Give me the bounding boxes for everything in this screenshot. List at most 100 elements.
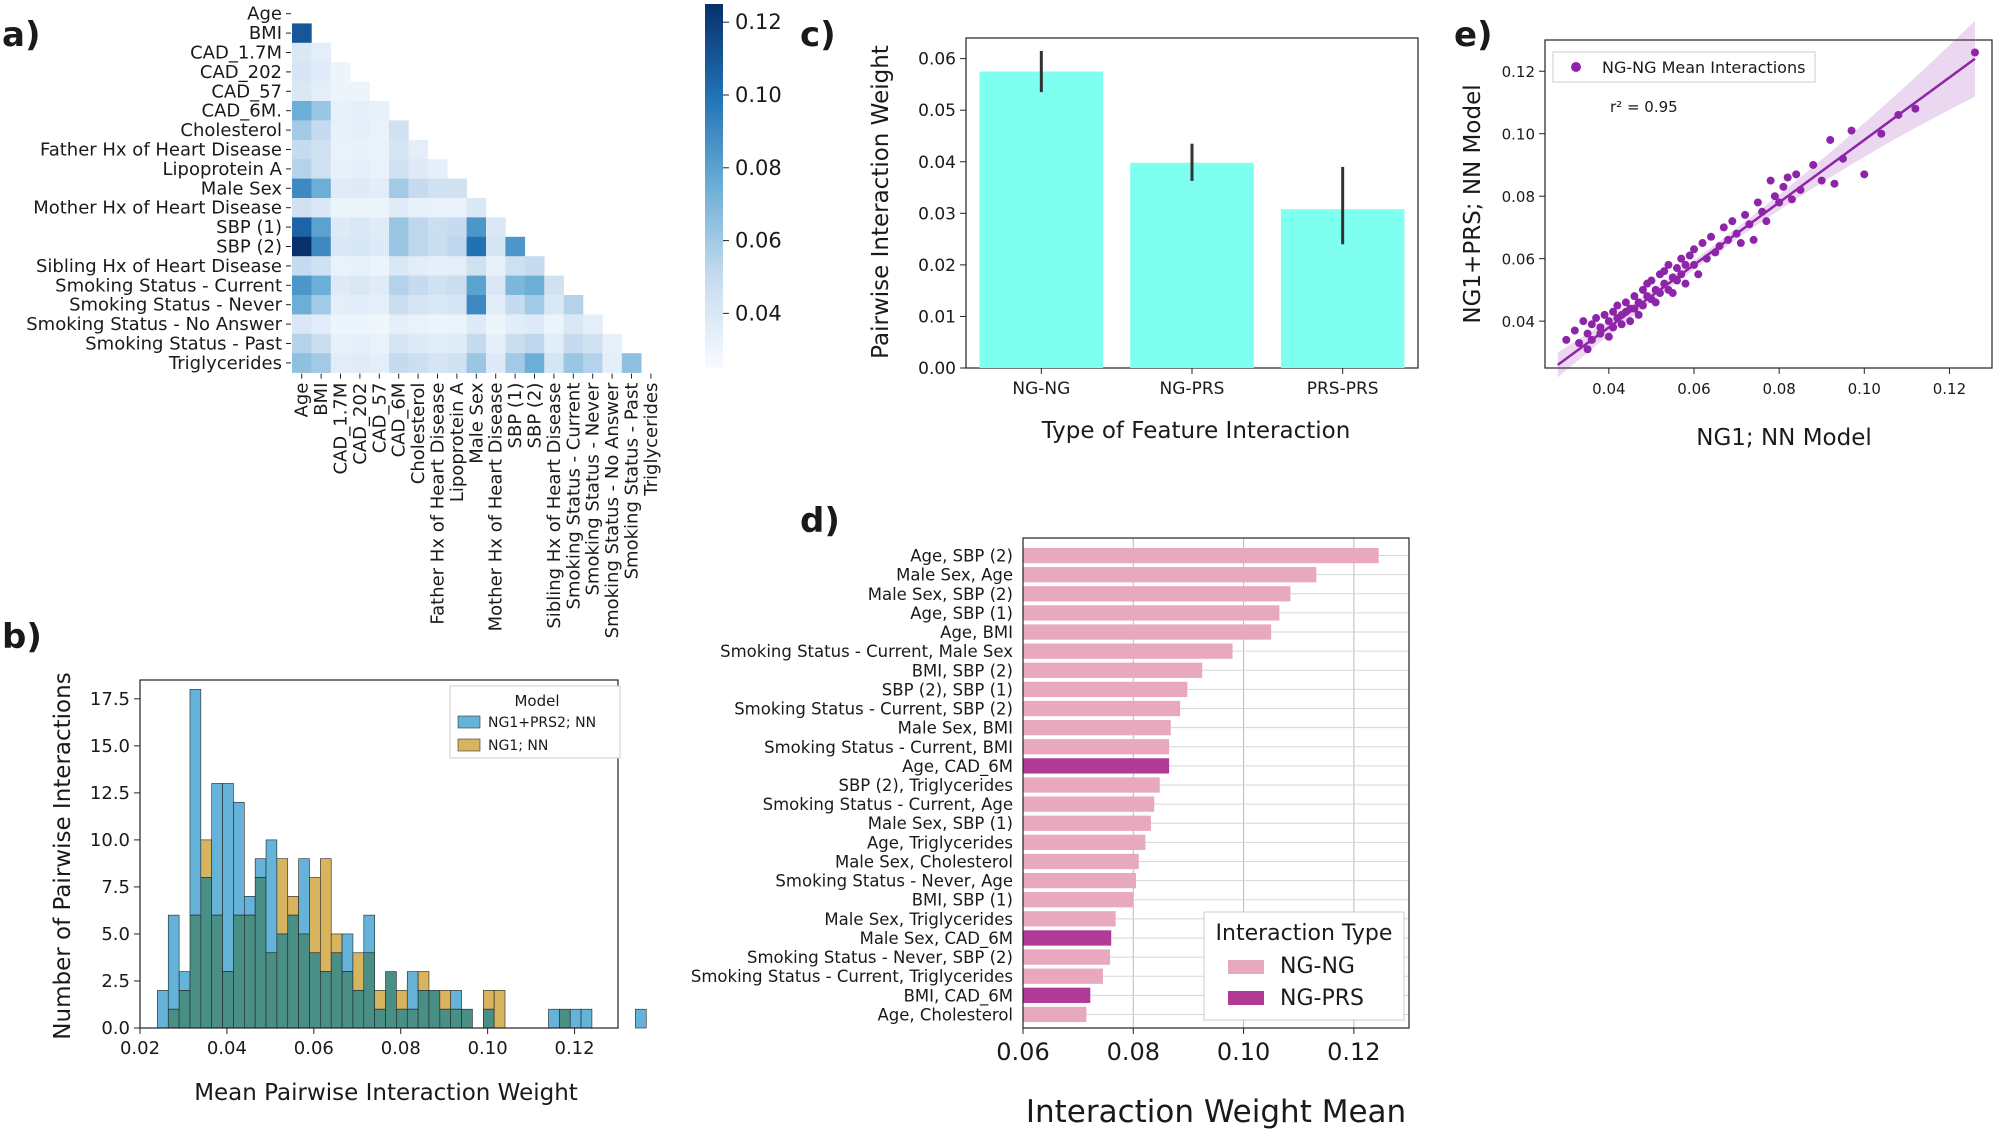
scatter-point — [1579, 317, 1588, 326]
scatter-point — [1638, 285, 1647, 294]
scatter-point — [1758, 207, 1767, 216]
heatmap-cell — [292, 333, 312, 354]
hbar-bar — [1023, 968, 1103, 984]
heatmap-cell — [486, 333, 506, 354]
hbar-x-tick-label: 0.12 — [1327, 1038, 1380, 1066]
hist-bar-overlap — [352, 990, 365, 1029]
heatmap-cell — [292, 295, 312, 315]
hbar-bar — [1023, 605, 1280, 621]
heatmap-row-label: CAD_6M. — [202, 101, 282, 122]
scatter-panel: 0.04 0.06 0.08 0.10 0.12 0.04 0.06 0.08 0.10 0.12… — [1460, 20, 1993, 451]
scatter-point — [1626, 317, 1635, 326]
hist-bar-overlap — [428, 990, 441, 1029]
heatmap-cell — [311, 314, 332, 335]
heatmap-cell — [524, 333, 545, 354]
hbar-bar — [1023, 624, 1272, 640]
heatmap-cell — [505, 275, 526, 296]
scatter-point — [1783, 173, 1792, 182]
bar-y-tick-label: 0.03 — [918, 204, 956, 224]
heatmap-cell — [369, 314, 390, 335]
hist-x-tick-label: 0.06 — [294, 1038, 334, 1059]
legend-label-ng-prs: NG-PRS — [1280, 986, 1364, 1011]
heatmap-cell — [330, 81, 351, 102]
heatmap-col-label: Cholesterol — [408, 383, 429, 485]
heatmap-row-label: CAD_57 — [211, 81, 282, 102]
heatmap-cell — [389, 120, 409, 141]
heatmap-cell — [486, 295, 506, 315]
scatter-point — [1655, 289, 1664, 298]
hist-bar-nn-prs — [178, 971, 191, 991]
heatmap-cell — [447, 236, 467, 257]
hbar-category-label: Male Sex, BMI — [898, 719, 1013, 738]
heatmap-cell — [544, 353, 564, 373]
hbar-bar — [1023, 834, 1146, 851]
histogram-ticks: 0.02 0.04 0.06 0.08 0.10 0.12 0.0 2.5 5.0 7.5 10.0… — [90, 689, 595, 1059]
hbar-category-label: BMI, SBP (2) — [912, 661, 1013, 680]
hist-bar-nn — [396, 990, 408, 1010]
scatter-point — [1609, 323, 1618, 332]
heatmap-col-label: Father Hx of Heart Disease — [428, 383, 449, 625]
heatmap-cell — [311, 159, 332, 179]
heatmap-cell — [408, 275, 429, 296]
bar-category-label: NG-NG — [1012, 379, 1070, 399]
heatmap-cell — [447, 198, 467, 218]
heatmap-col-label: SBP (2) — [525, 383, 546, 449]
heatmap-cell — [389, 198, 409, 218]
hbar-legend: Interaction Type NG-NG NG-PRS — [1203, 911, 1405, 1021]
hist-bar-overlap — [254, 877, 267, 1029]
heatmap-row-label: SBP (2) — [216, 237, 282, 258]
legend-label-ng-ng: NG-NG — [1280, 954, 1355, 979]
scatter-point — [1702, 254, 1711, 263]
hist-y-tick-label: 17.5 — [90, 689, 130, 710]
heatmap-cell — [369, 353, 390, 373]
heatmap-cell — [311, 217, 332, 238]
legend-label: NG-NG Mean Interactions — [1602, 58, 1805, 77]
heatmap-cell — [350, 236, 370, 257]
scatter-point — [1732, 229, 1741, 238]
scatter-y-tick-label: 0.10 — [1502, 126, 1535, 144]
heatmap-cell — [330, 139, 351, 160]
scatter-point — [1630, 304, 1639, 313]
bar-chart-ticks: NG-NG NG-PRS PRS-PRS 0.00 0.01 0.02 0.03 0.04 0.… — [918, 50, 1378, 399]
scatter-point — [1698, 239, 1707, 248]
hist-bar-nn — [482, 990, 495, 1010]
hist-bar-nn — [287, 896, 299, 916]
legend-swatch-ng-prs — [1228, 991, 1264, 1005]
heatmap-cell — [350, 81, 370, 102]
hbar-category-label: Age, Cholesterol — [877, 1005, 1013, 1024]
hbar-bar — [1023, 643, 1233, 659]
hist-bar-nn-prs — [189, 689, 202, 916]
hist-x-tick-label: 0.04 — [207, 1038, 247, 1059]
heatmap-cell — [544, 314, 564, 335]
heatmap-cell — [427, 217, 448, 238]
legend-marker — [1571, 62, 1581, 72]
scatter-xlabel: NG1; NN Model — [1696, 425, 1872, 451]
heatmap-cell — [524, 295, 545, 315]
heatmap-cell — [408, 139, 429, 160]
scatter-ticks: 0.04 0.06 0.08 0.10 0.12 0.04 0.06 0.08 0.10 0.12 — [1502, 63, 1967, 398]
scatter-frame — [1544, 39, 1993, 369]
hbar-bar — [1023, 1006, 1087, 1023]
hbar-category-label: BMI, CAD_6M — [904, 986, 1013, 1006]
scatter-x-tick-label: 0.10 — [1848, 380, 1881, 398]
scatter-point — [1583, 329, 1592, 338]
hbar-category-label: Age, CAD_6M — [902, 757, 1013, 777]
hist-bar-nn — [417, 971, 430, 991]
heatmap-cell — [602, 333, 623, 354]
scatter-point — [1617, 320, 1626, 329]
scatter-point — [1604, 317, 1613, 326]
hbar-category-label: Smoking Status - Current, Triglycerides — [691, 967, 1013, 986]
hist-bar-overlap — [385, 971, 397, 1029]
hbar-bar — [1023, 700, 1181, 717]
heatmap-cell — [505, 333, 526, 354]
scatter-point — [1621, 298, 1630, 307]
scatter-point — [1728, 217, 1737, 226]
bar-y-tick-label: 0.00 — [918, 359, 956, 379]
heatmap-cell — [330, 236, 351, 257]
scatter-y-tick-label: 0.12 — [1502, 63, 1535, 81]
heatmap-cell — [350, 198, 370, 218]
scatter-point — [1690, 245, 1698, 254]
colorbar-tick-label: 0.04 — [735, 301, 782, 325]
hist-bar-nn — [200, 839, 213, 878]
heatmap-cell — [350, 101, 370, 121]
